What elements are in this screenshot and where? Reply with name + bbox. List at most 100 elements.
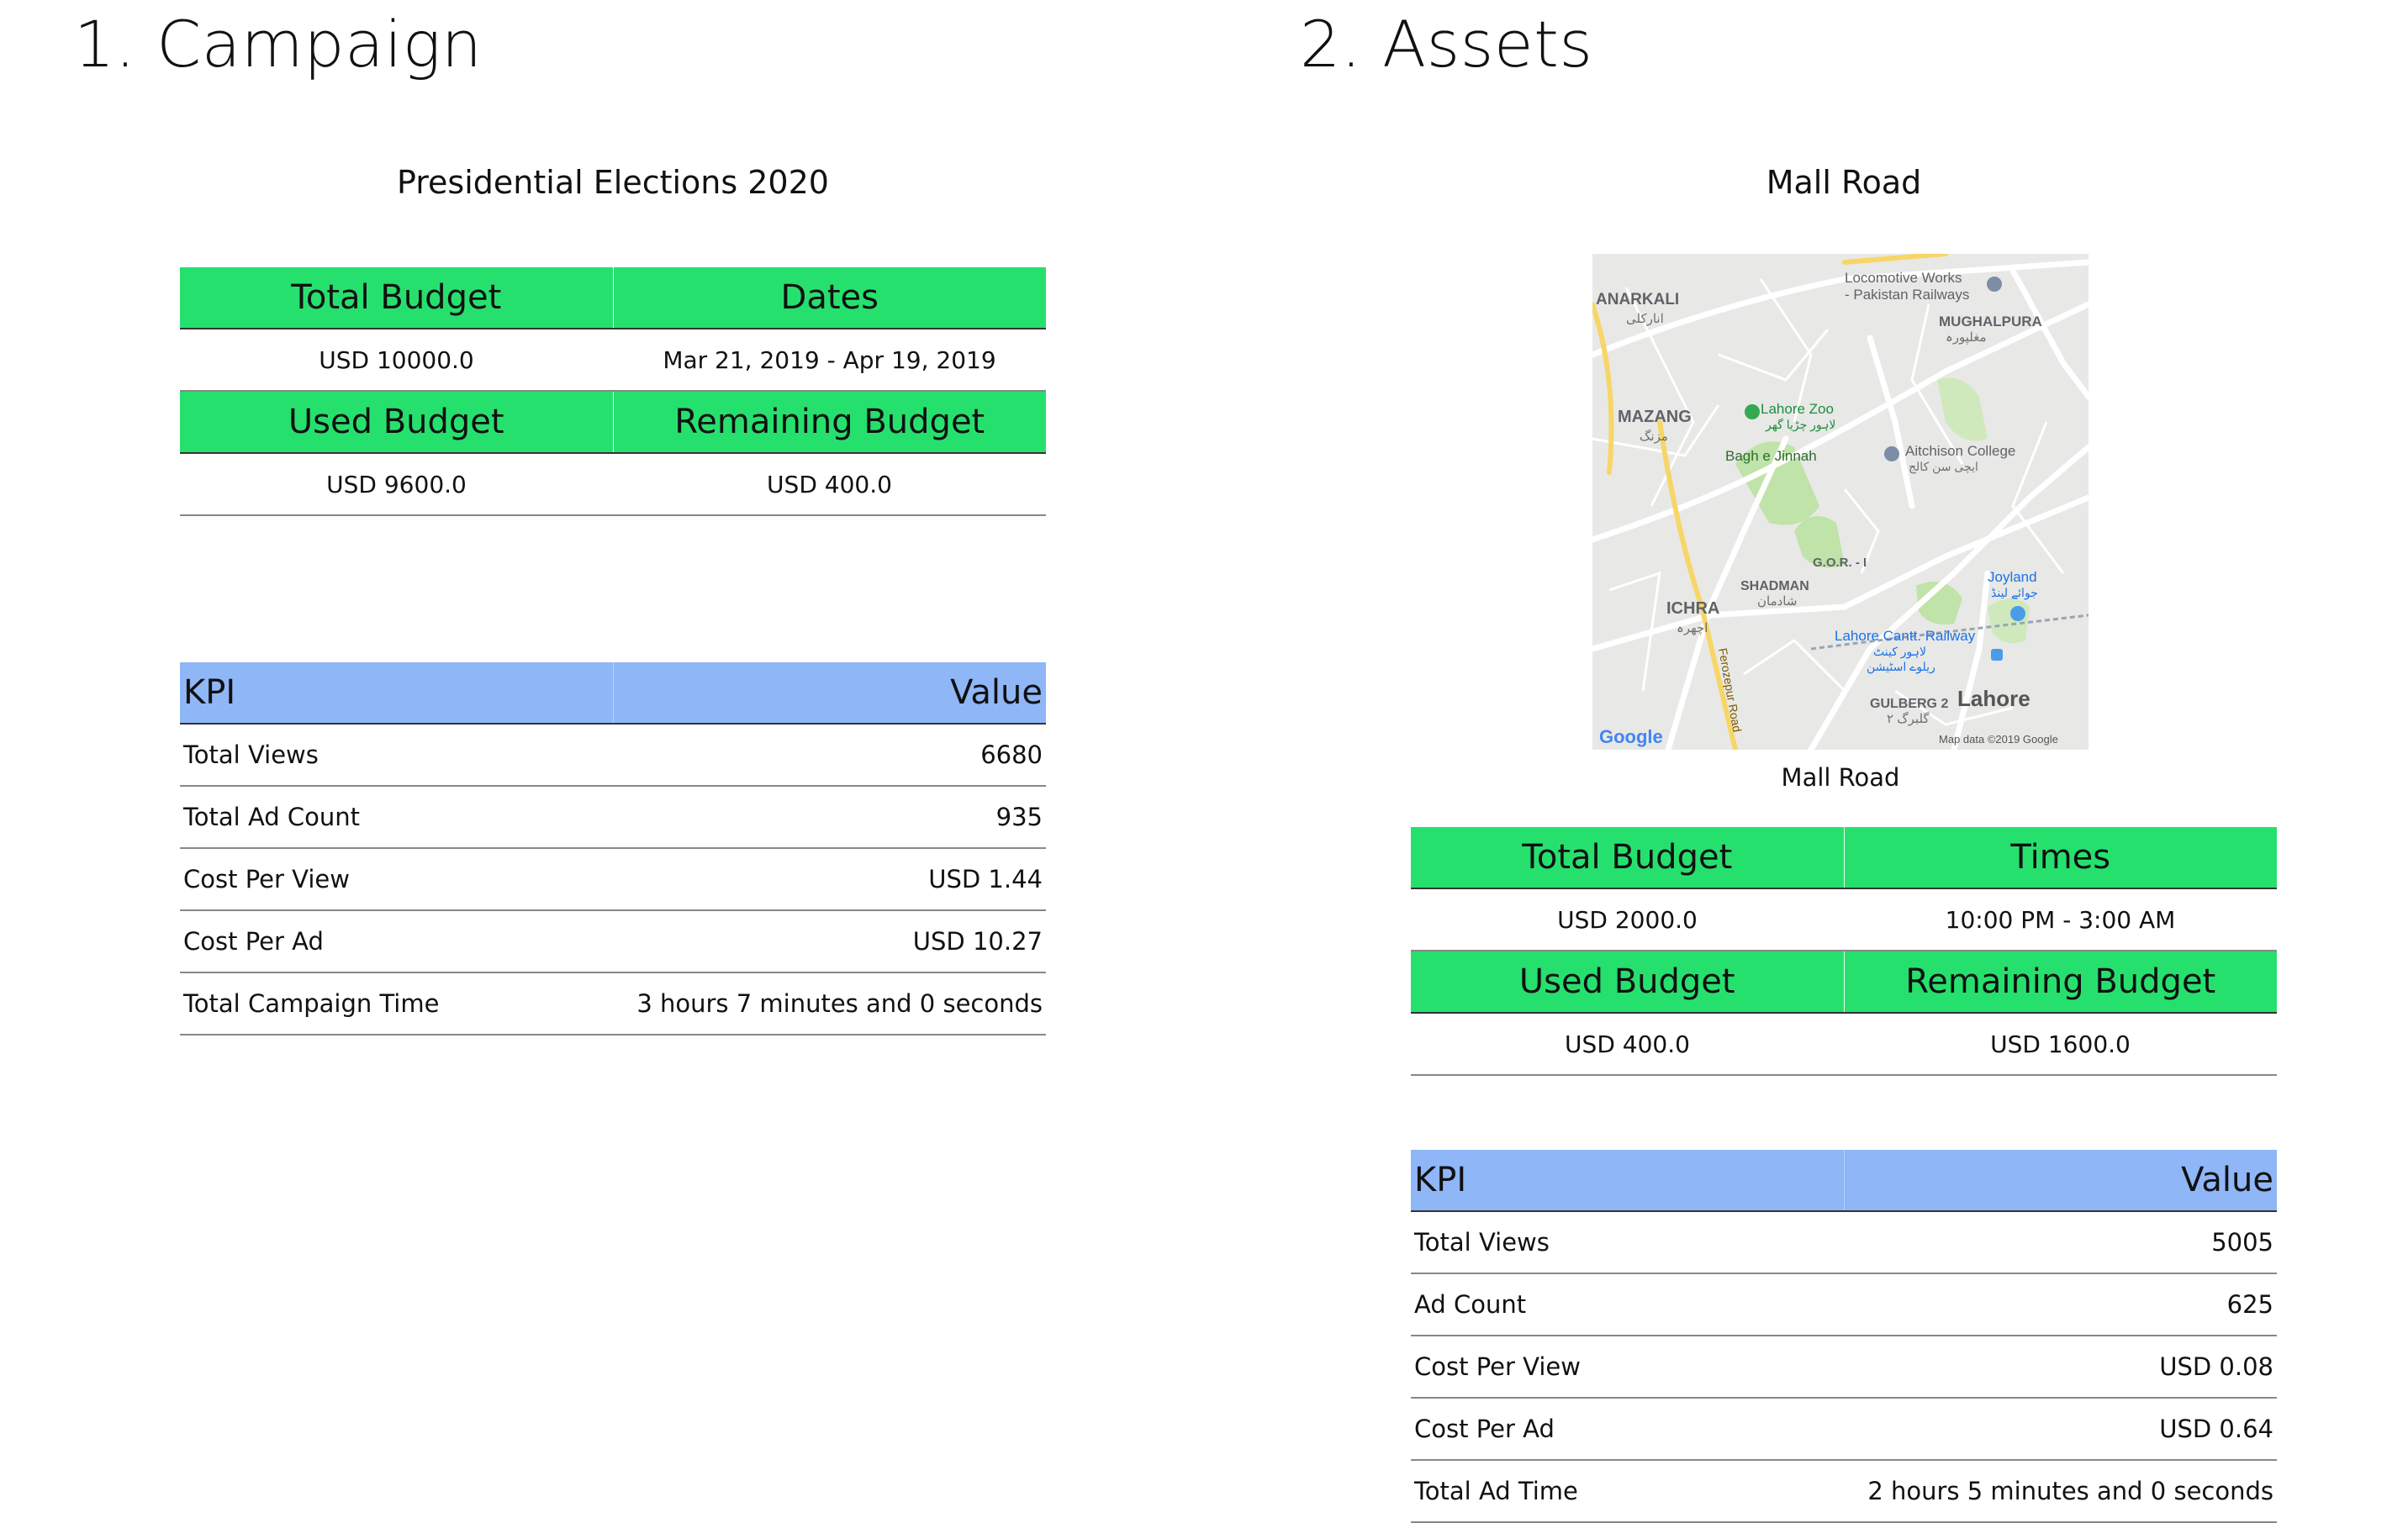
asset-map[interactable]: ANARKALI MUGHALPURA MAZANG SHADMAN G.O.R… [1592,254,2089,750]
zoo-pin-icon [1745,404,1760,419]
kpi-value: 5005 [1844,1211,2277,1274]
map-label: G.O.R. - I [1813,556,1867,570]
map-label-urdu: مزنگ [1640,429,1668,444]
train-station-icon [1991,649,2003,661]
map-attribution: Map data ©2019 Google [1939,733,2058,746]
budget-value-row: USD 2000.0 10:00 PM - 3:00 AM [1411,888,2277,951]
college-pin-icon [1884,446,1899,461]
kpi-name: Total Campaign Time [180,972,613,1036]
map-poi-label: Lahore Zoo [1761,401,1834,417]
park-area [1916,582,1962,624]
map-caption: Mall Road [1781,763,1900,792]
map-poi-label: - Pakistan Railways [1845,287,1969,303]
remaining-budget-header: Remaining Budget [612,391,1046,454]
assets-section-title: 2. Assets [1300,7,1593,82]
table-row: Cost Per View USD 0.08 [1411,1336,2277,1399]
campaign-name: Presidential Elections 2020 [397,164,829,201]
table-row: Total Campaign Time 3 hours 7 minutes an… [180,972,1046,1036]
park-area [1937,377,1988,441]
total-budget-header: Total Budget [1411,827,1844,889]
map-label-urdu: گلبرگ ۲ [1887,711,1930,726]
kpi-value: 3 hours 7 minutes and 0 seconds [613,972,1046,1036]
map-poi-label: Lahore Cantt. Railway [1835,628,1976,644]
kpi-value: 2 hours 5 minutes and 0 seconds [1844,1460,2277,1523]
times-header: Times [1843,827,2277,889]
kpi-name: Cost Per Ad [180,910,613,973]
times-value: 10:00 PM - 3:00 AM [1844,888,2277,951]
google-logo: Google [1599,726,1663,747]
kpi-header-row: KPI Value [180,662,1046,725]
budget-header-row: Used Budget Remaining Budget [180,391,1046,454]
kpi-name: Cost Per View [1411,1336,1844,1399]
map-label: ICHRA [1666,599,1719,618]
value-header: Value [1843,1150,2277,1212]
kpi-name: Total Views [1411,1211,1844,1274]
dates-header: Dates [612,267,1046,329]
budget-value-row: USD 9600.0 USD 400.0 [180,453,1046,516]
kpi-value: 625 [1844,1273,2277,1336]
used-budget-value: USD 400.0 [1411,1013,1844,1076]
table-row: Ad Count 625 [1411,1273,2277,1336]
kpi-name: Cost Per View [180,848,613,911]
table-row: Cost Per View USD 1.44 [180,848,1046,911]
map-label-urdu: شادمان [1757,594,1797,609]
map-poi-label: لاہور چڑیا گھر [1765,418,1835,432]
kpi-header-row: KPI Value [1411,1150,2277,1212]
map-poi-label: Aitchison College [1905,443,2015,459]
kpi-value: 6680 [613,724,1046,787]
map-poi-label: Locomotive Works [1845,270,1962,286]
asset-name: Mall Road [1766,164,1922,201]
kpi-name: Total Views [180,724,613,787]
kpi-header: KPI [1411,1150,1844,1212]
table-row: Total Ad Time 2 hours 5 minutes and 0 se… [1411,1460,2277,1523]
budget-header-row: Total Budget Dates [180,267,1046,329]
used-budget-header: Used Budget [1411,951,1844,1014]
map-label: MAZANG [1618,408,1692,426]
table-row: Total Ad Count 935 [180,786,1046,849]
map-poi-label: جوائے لینڈ [1991,586,2038,600]
table-row: Total Views 5005 [1411,1211,2277,1274]
value-header: Value [612,662,1046,725]
budget-value-row: USD 10000.0 Mar 21, 2019 - Apr 19, 2019 [180,329,1046,392]
campaign-section-title: 1. Campaign [74,7,483,82]
campaign-budget-table: Total Budget Dates USD 10000.0 Mar 21, 2… [180,267,1046,516]
remaining-budget-header: Remaining Budget [1843,951,2277,1014]
table-row: Cost Per Ad USD 10.27 [180,910,1046,973]
kpi-value: USD 10.27 [613,910,1046,973]
kpi-name: Total Ad Count [180,786,613,849]
park-area [1794,516,1845,568]
map-poi-label: Bagh e Jinnah [1725,448,1817,464]
map-label: GULBERG 2 [1870,697,1948,711]
total-budget-header: Total Budget [180,267,613,329]
budget-header-row: Total Budget Times [1411,827,2277,889]
map-poi-label: Joyland [1988,569,2037,585]
map-label: MUGHALPURA [1939,314,2042,329]
kpi-name: Total Ad Time [1411,1460,1844,1523]
map-poi-label: لاہور کینٹ [1873,645,1926,659]
map-label-urdu: انارکلی [1626,312,1664,326]
map-poi-label: ایچی سن کالج [1909,460,1978,474]
kpi-name: Cost Per Ad [1411,1398,1844,1461]
location-pin-icon [1987,277,2002,292]
kpi-header: KPI [180,662,613,725]
map-label: SHADMAN [1740,579,1809,593]
remaining-budget-value: USD 1600.0 [1844,1013,2277,1076]
kpi-value: USD 1.44 [613,848,1046,911]
kpi-value: USD 0.08 [1844,1336,2277,1399]
map-label: ANARKALI [1596,291,1679,308]
total-budget-value: USD 2000.0 [1411,888,1844,951]
map-label-urdu: اچھرہ [1677,621,1708,635]
map-poi-label: ریلوے اسٹیشن [1867,660,1935,674]
remaining-budget-value: USD 400.0 [613,453,1046,516]
budget-value-row: USD 400.0 USD 1600.0 [1411,1013,2277,1076]
campaign-kpi-table: KPI Value Total Views 6680 Total Ad Coun… [180,662,1046,1036]
used-budget-value: USD 9600.0 [180,453,613,516]
kpi-name: Ad Count [1411,1273,1844,1336]
map-label: Lahore [1957,686,2030,711]
kpi-value: USD 0.64 [1844,1398,2277,1461]
budget-header-row: Used Budget Remaining Budget [1411,951,2277,1014]
asset-kpi-table: KPI Value Total Views 5005 Ad Count 625 … [1411,1150,2277,1523]
table-row: Cost Per Ad USD 0.64 [1411,1398,2277,1461]
table-row: Total Views 6680 [180,724,1046,787]
dates-value: Mar 21, 2019 - Apr 19, 2019 [613,329,1046,392]
